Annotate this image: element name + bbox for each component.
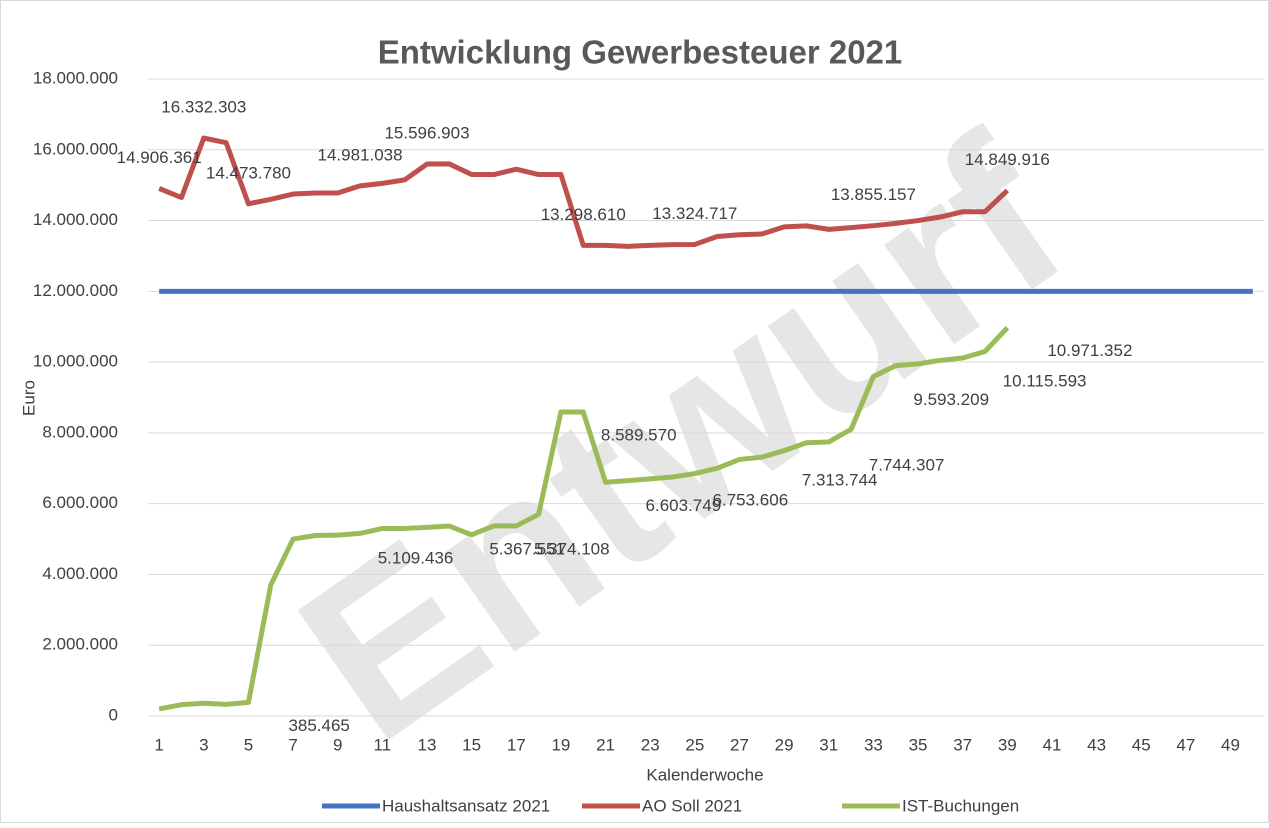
y-tick-label: 4.000.000 [42, 564, 118, 583]
x-tick-label: 15 [462, 735, 481, 754]
chart-title: Entwicklung Gewerbesteuer 2021 [378, 34, 903, 71]
data-label: 15.596.903 [384, 124, 469, 143]
data-label: 7.313.744 [802, 471, 878, 490]
x-tick-label: 45 [1132, 735, 1151, 754]
data-label: 13.324.717 [652, 204, 737, 223]
x-axis-label: Kalenderwoche [646, 765, 763, 784]
data-label: 5.109.436 [378, 549, 454, 568]
legend-label: AO Soll 2021 [642, 796, 742, 815]
x-tick-label: 37 [953, 735, 972, 754]
x-tick-label: 7 [288, 735, 297, 754]
x-tick-label: 33 [864, 735, 883, 754]
data-label: 5.374.108 [534, 539, 610, 558]
y-tick-label: 2.000.000 [42, 635, 118, 654]
data-label: 385.465 [288, 716, 349, 735]
x-tick-label: 43 [1087, 735, 1106, 754]
data-label: 6.603.749 [646, 496, 722, 515]
data-label: 8.589.570 [601, 426, 677, 445]
data-label: 14.906.361 [117, 148, 202, 167]
x-tick-label: 49 [1221, 735, 1240, 754]
y-tick-label: 8.000.000 [42, 422, 118, 441]
x-tick-label: 23 [641, 735, 660, 754]
data-label: 6.753.606 [713, 490, 789, 509]
y-tick-label: 14.000.000 [33, 210, 118, 229]
x-tick-label: 21 [596, 735, 615, 754]
x-tick-label: 9 [333, 735, 342, 754]
y-tick-label: 0 [109, 705, 118, 724]
series-line [158, 326, 1010, 712]
x-tick-label: 35 [909, 735, 928, 754]
data-label: 9.593.209 [913, 390, 989, 409]
data-label: 5.367.551 [489, 540, 565, 559]
y-tick-label: 18.000.000 [33, 68, 118, 87]
x-tick-label: 19 [551, 735, 570, 754]
x-tick-label: 27 [730, 735, 749, 754]
x-tick-label: 29 [775, 735, 794, 754]
series-line [158, 135, 1010, 249]
x-tick-label: 5 [244, 735, 253, 754]
data-label: 16.332.303 [161, 98, 246, 117]
x-tick-label: 47 [1176, 735, 1195, 754]
x-tick-label: 13 [418, 735, 437, 754]
y-axis-label: Euro [19, 380, 38, 416]
y-tick-label: 12.000.000 [33, 281, 118, 300]
x-tick-label: 31 [819, 735, 838, 754]
x-tick-label: 3 [199, 735, 208, 754]
x-tick-label: 11 [374, 735, 392, 754]
y-tick-label: 6.000.000 [42, 493, 118, 512]
x-tick-label: 1 [154, 735, 163, 754]
legend-label: Haushaltsansatz 2021 [382, 796, 550, 815]
x-tick-label: 17 [507, 735, 526, 754]
y-tick-label: 16.000.000 [33, 139, 118, 158]
data-label: 14.981.038 [317, 145, 402, 164]
data-label: 14.849.916 [965, 150, 1050, 169]
data-label: 10.971.352 [1047, 341, 1132, 360]
x-tick-label: 41 [1042, 735, 1061, 754]
data-label: 7.744.307 [869, 455, 945, 474]
data-label: 13.298.610 [541, 205, 626, 224]
legend-label: IST-Buchungen [902, 796, 1019, 815]
data-label: 14.473.780 [206, 163, 291, 182]
x-tick-label: 39 [998, 735, 1017, 754]
data-label: 10.115.593 [1003, 372, 1087, 391]
y-tick-label: 10.000.000 [33, 352, 118, 371]
x-tick-label: 25 [685, 735, 704, 754]
data-label: 13.855.157 [831, 185, 916, 204]
